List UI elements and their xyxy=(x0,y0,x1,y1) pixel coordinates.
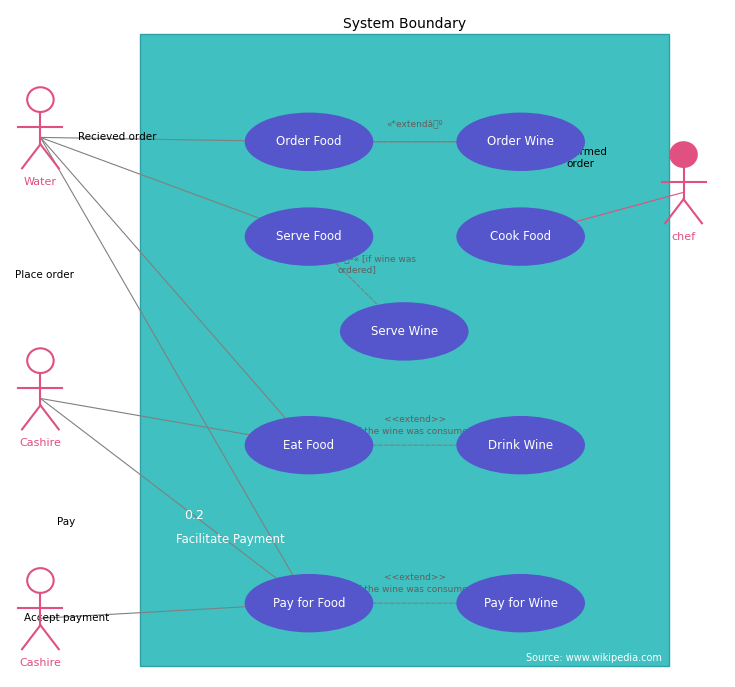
Ellipse shape xyxy=(245,574,373,632)
Text: «*extendâº« [if wine was
ordered]: «*extendâº« [if wine was ordered] xyxy=(297,254,416,273)
Text: Order Wine: Order Wine xyxy=(487,135,554,148)
Text: Recieved order: Recieved order xyxy=(79,133,157,142)
Text: Order Food: Order Food xyxy=(276,135,342,148)
Ellipse shape xyxy=(245,113,373,171)
Text: <<extend>>
[if the wine was consumed]: <<extend>> [if the wine was consumed] xyxy=(352,574,477,593)
Ellipse shape xyxy=(245,207,373,266)
Text: Drink Wine: Drink Wine xyxy=(488,439,553,451)
Ellipse shape xyxy=(456,416,585,475)
Ellipse shape xyxy=(456,113,585,171)
Text: Water: Water xyxy=(24,177,57,188)
Ellipse shape xyxy=(245,416,373,475)
Ellipse shape xyxy=(456,574,585,632)
Text: Accept payment: Accept payment xyxy=(24,613,109,623)
Text: Cashire: Cashire xyxy=(20,658,61,668)
Text: Cashire: Cashire xyxy=(20,438,61,449)
Text: <<extend>>
[if the wine was consumed]: <<extend>> [if the wine was consumed] xyxy=(352,416,477,435)
Text: System Boundary: System Boundary xyxy=(343,17,466,31)
Text: confirmed
order: confirmed order xyxy=(554,147,607,169)
Text: Source: www.wikipedia.com: Source: www.wikipedia.com xyxy=(526,653,662,663)
Text: Facilitate Payment: Facilitate Payment xyxy=(176,534,285,546)
FancyBboxPatch shape xyxy=(140,34,669,666)
Text: Place order: Place order xyxy=(15,270,74,280)
Circle shape xyxy=(670,142,697,167)
Text: Serve Wine: Serve Wine xyxy=(370,325,438,338)
Text: Pay for Food: Pay for Food xyxy=(273,597,345,609)
Text: Serve Food: Serve Food xyxy=(276,230,342,243)
Text: chef: chef xyxy=(672,232,695,243)
Text: Pay: Pay xyxy=(57,517,75,527)
Text: «*extendâº: «*extendâº xyxy=(387,119,443,128)
Text: Cook Food: Cook Food xyxy=(490,230,551,243)
Ellipse shape xyxy=(456,207,585,266)
Text: Pay for Wine: Pay for Wine xyxy=(484,597,558,609)
Ellipse shape xyxy=(340,302,469,361)
Text: Eat Food: Eat Food xyxy=(284,439,334,451)
Text: 0.2: 0.2 xyxy=(184,509,204,521)
